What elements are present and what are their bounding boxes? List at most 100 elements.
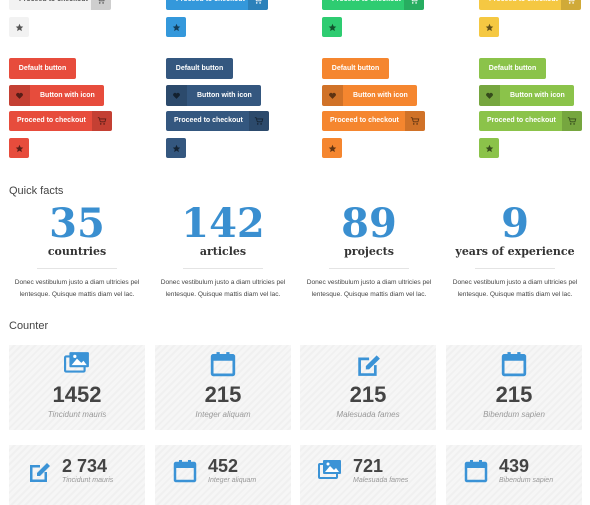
star-icon xyxy=(172,144,180,152)
fact-text: Donec vestibulum justo a diam ultricies … xyxy=(14,279,140,298)
counter-number: 215 xyxy=(204,382,242,407)
star-button[interactable] xyxy=(9,138,29,158)
counter-icon xyxy=(173,459,197,488)
heart-icon xyxy=(329,92,336,99)
counter-box: 439 Bibendum sapien xyxy=(446,445,582,505)
counter-icon xyxy=(9,351,145,382)
counter-caption: Tincidunt mauris xyxy=(62,477,114,484)
icon-button[interactable]: Button with icon xyxy=(479,85,574,106)
counter-number: 215 xyxy=(349,382,387,407)
icon-button[interactable]: Button with icon xyxy=(322,85,417,106)
button-label: Proceed to checkout xyxy=(489,0,581,10)
counter-icon xyxy=(464,459,488,488)
checkout-button[interactable]: Proceed to checkout xyxy=(479,111,582,131)
button-icon xyxy=(479,85,500,106)
checkout-button[interactable]: Proceed to checkout xyxy=(166,111,269,131)
star-icon xyxy=(328,144,336,152)
button-icon xyxy=(92,111,112,131)
cart-icon xyxy=(255,0,262,4)
counter-caption: Integer aliquam xyxy=(208,477,257,484)
divider xyxy=(37,268,117,269)
calendar-icon xyxy=(501,352,527,377)
star-button[interactable] xyxy=(322,17,342,37)
counter-caption: Integer aliquam xyxy=(195,410,251,419)
star-button[interactable] xyxy=(166,138,186,158)
button-icon xyxy=(405,111,425,131)
calendar-icon xyxy=(210,352,236,377)
default-button[interactable]: Default button xyxy=(166,58,233,79)
button-label: Button with icon xyxy=(353,92,408,99)
fact-label: articles xyxy=(199,245,247,258)
icon-button[interactable]: Button with icon xyxy=(166,85,261,106)
divider xyxy=(475,268,555,269)
checkout-button[interactable]: Proceed to checkout xyxy=(479,0,581,10)
heart-icon xyxy=(16,92,23,99)
star-icon xyxy=(15,144,23,152)
cart-icon xyxy=(254,117,264,125)
calendar-icon xyxy=(464,460,488,483)
fact-number: 35 xyxy=(49,200,105,247)
button-label: Button with icon xyxy=(510,92,565,99)
fact-label: years of experience xyxy=(455,245,575,258)
button-icon xyxy=(166,85,187,106)
counter-box: 215 Integer aliquam xyxy=(155,345,291,430)
counter-icon xyxy=(27,459,51,488)
fact-number: 9 xyxy=(501,200,529,247)
counter-caption: Tincidunt mauris xyxy=(47,410,107,419)
counter-caption: Bibendum sapien xyxy=(483,410,545,419)
star-button[interactable] xyxy=(322,138,342,158)
counter-box: 721 Malesuada fames xyxy=(300,445,436,505)
fact-text: Donec vestibulum justo a diam ultricies … xyxy=(306,279,432,298)
cart-icon xyxy=(98,0,105,4)
fact-number: 142 xyxy=(181,200,265,247)
checkout-button[interactable]: Proceed to checkout xyxy=(166,0,268,10)
counter-icon xyxy=(300,351,436,382)
edit-icon xyxy=(358,355,380,376)
button-label: Proceed to checkout xyxy=(19,0,111,10)
counter-caption: Malesuada fames xyxy=(353,477,409,484)
cart-icon xyxy=(410,117,420,125)
fact-number: 89 xyxy=(341,200,397,247)
checkout-button[interactable]: Proceed to checkout xyxy=(322,0,424,10)
default-button[interactable]: Default button xyxy=(479,58,546,79)
counter-box: 452 Integer aliquam xyxy=(155,445,291,505)
calendar-icon xyxy=(173,460,197,483)
star-icon xyxy=(485,23,493,31)
default-button[interactable]: Default button xyxy=(322,58,389,79)
counter-icon xyxy=(446,351,582,382)
counter-number: 2 734 xyxy=(62,456,108,476)
counter-caption: Bibendum sapien xyxy=(499,477,554,484)
star-button[interactable] xyxy=(479,138,499,158)
button-icon xyxy=(248,0,268,10)
cart-icon xyxy=(568,0,575,4)
checkout-button[interactable]: Proceed to checkout xyxy=(9,111,112,131)
checkout-button[interactable]: Proceed to checkout xyxy=(9,0,111,10)
button-label: Button with icon xyxy=(197,92,252,99)
image-icon xyxy=(63,352,89,373)
cart-icon xyxy=(567,117,577,125)
counter-icon xyxy=(318,459,342,488)
divider xyxy=(183,268,263,269)
star-button[interactable] xyxy=(479,17,499,37)
button-icon xyxy=(249,111,269,131)
star-button[interactable] xyxy=(9,17,29,37)
counter-number: 439 xyxy=(499,456,530,476)
button-label: Button with icon xyxy=(40,92,95,99)
heart-icon xyxy=(486,92,493,99)
heart-icon xyxy=(173,92,180,99)
button-icon xyxy=(562,111,582,131)
fact-text: Donec vestibulum justo a diam ultricies … xyxy=(160,279,286,298)
counter-number: 721 xyxy=(353,456,384,476)
star-icon xyxy=(485,144,493,152)
divider xyxy=(329,268,409,269)
default-button[interactable]: Default button xyxy=(9,58,76,79)
star-icon xyxy=(328,23,336,31)
button-icon xyxy=(561,0,581,10)
checkout-button[interactable]: Proceed to checkout xyxy=(322,111,425,131)
button-label: Proceed to checkout xyxy=(17,117,86,124)
icon-button[interactable]: Button with icon xyxy=(9,85,104,106)
star-button[interactable] xyxy=(166,17,186,37)
counter-box: 215 Bibendum sapien xyxy=(446,345,582,430)
edit-icon xyxy=(30,463,50,482)
button-icon xyxy=(322,85,343,106)
